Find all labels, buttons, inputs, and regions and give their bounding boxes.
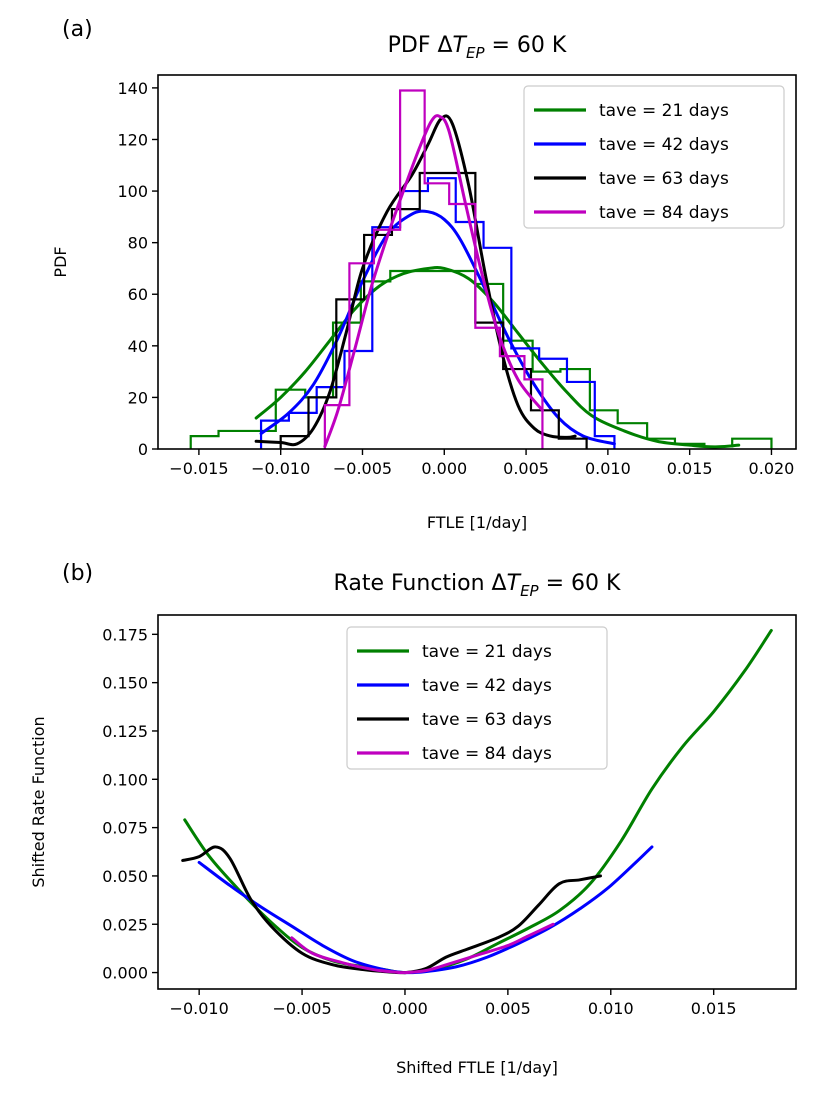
panel-b-curve-4 bbox=[290, 922, 555, 975]
panel-a-ytick-label: 140 bbox=[117, 79, 148, 98]
panel-b-title-sub: EP bbox=[520, 582, 539, 600]
panel-a-xtick-label: 0.000 bbox=[421, 459, 467, 478]
panel-b-xtick-label: −0.005 bbox=[272, 999, 331, 1018]
panel-a-xtick-label: 0.005 bbox=[503, 459, 549, 478]
panel-a-ytick-label: 40 bbox=[128, 337, 148, 356]
panel-b-rate-function: (b) Rate Function ΔTEP = 60 K −0.010 −0.0… bbox=[29, 561, 797, 1077]
panel-a-title-suffix: = 60 K bbox=[485, 33, 567, 58]
panel-a-label: (a) bbox=[62, 17, 93, 42]
panel-a-ytick-label: 0 bbox=[138, 440, 148, 459]
panel-a-title-prefix: PDF Δ bbox=[388, 33, 453, 58]
panel-a-legend-label-2: tave = 42 days bbox=[599, 135, 729, 155]
panel-a-curve-4 bbox=[323, 114, 544, 448]
panel-a-pdf: (a) PDF ΔTEP = 60 K −0.015 −0.010 −0.005 0.… bbox=[51, 17, 797, 532]
panel-b-curve-3 bbox=[181, 845, 602, 975]
panel-a-xlabel: FTLE [1/day] bbox=[427, 513, 527, 532]
panel-b-xtick-label: 0.010 bbox=[588, 999, 634, 1018]
panel-a-curve-1 bbox=[254, 265, 741, 449]
panel-b-curve-2 bbox=[197, 845, 654, 975]
panel-a-ticks: −0.015 −0.010 −0.005 0.000 0.005 0.010 0.015 0.… bbox=[117, 79, 794, 478]
panel-a-ytick-label: 20 bbox=[128, 388, 148, 407]
panel-b-legend-label-2: tave = 42 days bbox=[422, 676, 552, 696]
panel-b-ytick-label: 0.000 bbox=[102, 964, 148, 983]
panel-a-title: PDF ΔTEP = 60 K bbox=[388, 33, 567, 62]
panel-a-legend: tave = 21 days tave = 42 days tave = 63 da… bbox=[523, 85, 785, 229]
panel-a-frame bbox=[157, 74, 797, 450]
panel-a-histogram-2 bbox=[259, 177, 616, 449]
panel-a-histogram-1 bbox=[189, 269, 773, 449]
panel-b-legend-label-4: tave = 84 days bbox=[422, 744, 552, 764]
panel-a-xtick-label: −0.005 bbox=[333, 459, 392, 478]
panel-a-histogram-4 bbox=[323, 89, 544, 449]
panel-b-title: Rate Function ΔTEP = 60 K bbox=[334, 571, 621, 600]
panel-a-legend-label-3: tave = 63 days bbox=[599, 169, 729, 189]
panel-b-ytick-label: 0.075 bbox=[102, 819, 148, 838]
panel-a-ytick-label: 120 bbox=[117, 130, 148, 149]
panel-a-ylabel: PDF bbox=[51, 246, 70, 277]
panel-a-curve-3 bbox=[254, 114, 577, 447]
panel-a-xtick-label: −0.010 bbox=[251, 459, 310, 478]
panel-a-ytick-label: 80 bbox=[128, 234, 148, 253]
panel-a-legend-box bbox=[523, 85, 785, 229]
panel-a-legend-label-4: tave = 84 days bbox=[599, 203, 729, 223]
panel-a-ytick-label: 60 bbox=[128, 285, 148, 304]
panel-b-ytick-label: 0.025 bbox=[102, 915, 148, 934]
panel-b-title-var: T bbox=[507, 571, 522, 596]
panel-b-ytick-label: 0.175 bbox=[102, 625, 148, 644]
panel-b-xtick-label: 0.015 bbox=[691, 999, 737, 1018]
panel-a-curve-2 bbox=[259, 209, 616, 446]
panel-a-title-sub: EP bbox=[466, 44, 485, 62]
panel-b-xlabel: Shifted FTLE [1/day] bbox=[396, 1058, 558, 1077]
panel-b-title-prefix: Rate Function Δ bbox=[334, 571, 507, 596]
panel-a-xtick-label: 0.010 bbox=[585, 459, 631, 478]
panel-b-frame bbox=[157, 614, 797, 990]
panel-b-ytick-label: 0.100 bbox=[102, 770, 148, 789]
panel-b-legend-box bbox=[346, 626, 608, 770]
panel-b-ylabel: Shifted Rate Function bbox=[29, 716, 48, 887]
panel-a-xtick-label: 0.020 bbox=[749, 459, 795, 478]
panel-a-legend-label-1: tave = 21 days bbox=[599, 101, 729, 121]
panel-a-xtick-label: 0.015 bbox=[667, 459, 713, 478]
panel-b-legend: tave = 21 days tave = 42 days tave = 63 da… bbox=[346, 626, 608, 770]
panel-b-title-suffix: = 60 K bbox=[539, 571, 621, 596]
panel-b-ticks: −0.010 −0.005 0.000 0.005 0.010 0.015 0.000 0.0… bbox=[102, 625, 736, 1018]
panel-b-ytick-label: 0.150 bbox=[102, 674, 148, 693]
panel-b-plot-area bbox=[181, 628, 773, 975]
panel-b-ytick-label: 0.050 bbox=[102, 867, 148, 886]
panel-a-plot-area bbox=[189, 89, 773, 449]
panel-a-title-var: T bbox=[453, 33, 468, 58]
panel-b-legend-label-3: tave = 63 days bbox=[422, 710, 552, 730]
panel-b-legend-label-1: tave = 21 days bbox=[422, 642, 552, 662]
panel-b-ytick-label: 0.125 bbox=[102, 722, 148, 741]
panel-b-xtick-label: −0.010 bbox=[170, 999, 229, 1018]
panel-b-xtick-label: 0.000 bbox=[382, 999, 428, 1018]
panel-b-label: (b) bbox=[62, 561, 93, 586]
panel-a-xtick-label: −0.015 bbox=[169, 459, 228, 478]
panel-b-xtick-label: 0.005 bbox=[485, 999, 531, 1018]
panel-a-ytick-label: 100 bbox=[117, 182, 148, 201]
